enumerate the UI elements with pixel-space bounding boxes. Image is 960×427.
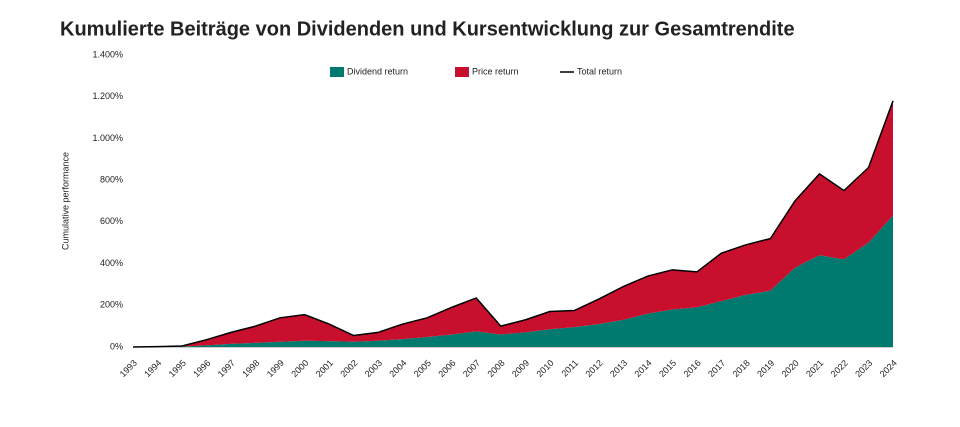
x-tick-label: 2017 bbox=[706, 358, 727, 379]
x-tick-label: 1996 bbox=[191, 358, 212, 379]
y-tick-label: 200% bbox=[100, 300, 123, 310]
y-tick-label: 1.000% bbox=[92, 133, 123, 143]
area bbox=[133, 100, 893, 347]
y-axis-label: Cumulative performance bbox=[60, 152, 70, 250]
x-tick-label: 1997 bbox=[216, 358, 237, 379]
y-tick-label: 400% bbox=[100, 258, 123, 268]
x-tick-label: 2024 bbox=[878, 358, 899, 379]
area bbox=[133, 215, 893, 347]
x-tick-label: 2012 bbox=[583, 358, 604, 379]
legend-label: Dividend return bbox=[347, 66, 408, 76]
legend-label: Total return bbox=[577, 66, 622, 76]
x-tick-label: 2021 bbox=[804, 358, 825, 379]
legend-swatch bbox=[455, 67, 469, 77]
chart-title: Kumulierte Beiträge von Dividenden und K… bbox=[60, 18, 795, 40]
x-tick-label: 1995 bbox=[167, 358, 188, 379]
x-tick-label: 2018 bbox=[731, 358, 752, 379]
y-tick-label: 1.400% bbox=[92, 49, 123, 59]
legend-label: Price return bbox=[472, 66, 519, 76]
x-tick-label: 1994 bbox=[142, 358, 163, 379]
x-tick-label: 2003 bbox=[363, 358, 384, 379]
x-tick-label: 1999 bbox=[265, 358, 286, 379]
y-tick-label: 800% bbox=[100, 175, 123, 185]
x-tick-label: 2004 bbox=[387, 358, 408, 379]
x-tick-label: 2020 bbox=[780, 358, 801, 379]
x-tick-label: 2001 bbox=[314, 358, 335, 379]
total-line bbox=[132, 100, 894, 348]
legend-swatch bbox=[330, 67, 344, 77]
x-tick-label: 2005 bbox=[412, 358, 433, 379]
x-tick-label: 2010 bbox=[534, 358, 555, 379]
x-tick-label: 2016 bbox=[682, 358, 703, 379]
x-tick-label: 2009 bbox=[510, 358, 531, 379]
x-tick-label: 2011 bbox=[559, 358, 580, 379]
x-tick-label: 2019 bbox=[755, 358, 776, 379]
x-tick-label: 2014 bbox=[633, 358, 654, 379]
x-tick-label: 2007 bbox=[461, 358, 482, 379]
x-tick-label: 1998 bbox=[240, 358, 261, 379]
y-tick-label: 0% bbox=[110, 341, 123, 351]
x-tick-label: 2022 bbox=[829, 358, 850, 379]
y-tick-label: 600% bbox=[100, 216, 123, 226]
y-tick-label: 1.200% bbox=[92, 91, 123, 101]
x-tick-label: 2000 bbox=[289, 358, 310, 379]
x-tick-label: 2015 bbox=[657, 358, 678, 379]
x-tick-label: 2008 bbox=[485, 358, 506, 379]
x-tick-label: 2013 bbox=[608, 358, 629, 379]
x-tick-label: 2006 bbox=[436, 358, 457, 379]
x-tick-label: 1993 bbox=[118, 358, 139, 379]
x-tick-label: 2023 bbox=[853, 358, 874, 379]
x-tick-label: 2002 bbox=[338, 358, 359, 379]
